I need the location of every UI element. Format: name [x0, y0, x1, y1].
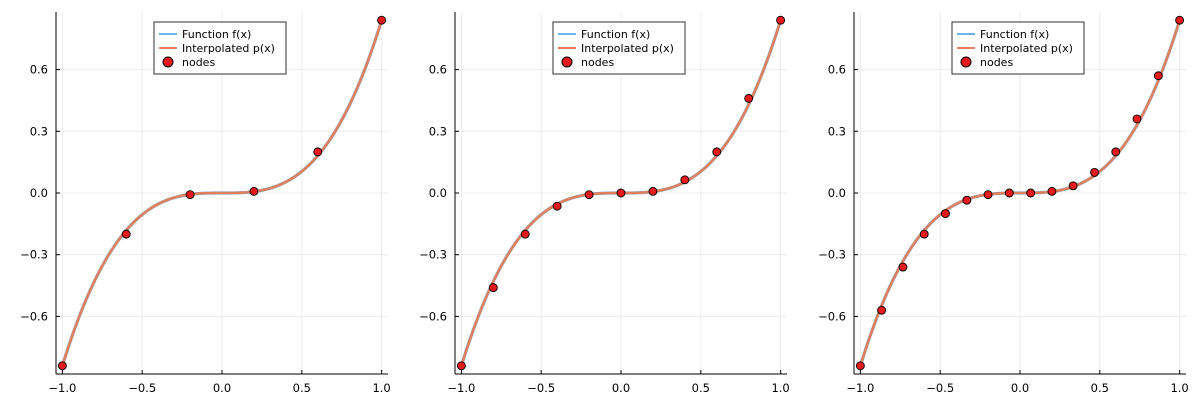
node-point	[877, 305, 887, 315]
node-point	[1132, 114, 1142, 124]
node-point	[552, 201, 562, 211]
node-point	[1153, 71, 1163, 81]
node-point	[1068, 181, 1078, 191]
y-tick-label: 0.6	[828, 63, 846, 77]
legend: Function f(x)Interpolated p(x)nodes	[153, 21, 287, 75]
node-point	[584, 190, 594, 200]
x-tick-label: 0.0	[213, 381, 231, 395]
legend-label: Function f(x)	[980, 28, 1049, 41]
x-tick-label: −0.5	[527, 381, 555, 395]
y-tick-label: −0.3	[818, 248, 846, 262]
legend: Function f(x)Interpolated p(x)nodes	[552, 21, 686, 75]
node-point	[520, 229, 530, 239]
legend-nodes-swatch	[162, 56, 174, 68]
node-point	[941, 209, 950, 219]
x-tick-label: −1.0	[48, 381, 76, 395]
y-tick-label: 0.0	[429, 186, 447, 200]
node-point	[855, 361, 865, 371]
legend-label: Function f(x)	[581, 28, 650, 41]
x-tick-label: 0.0	[612, 381, 630, 395]
x-tick-label: 1.0	[771, 381, 789, 395]
node-point	[249, 186, 259, 196]
chart-panel-2: −1.0 −0.5 0.0 0.5 1.0 −0.6 −0.3 0.0 0.3 0.6 Functi…	[419, 12, 790, 395]
node-point	[983, 190, 993, 200]
x-tick-label: −1.0	[846, 381, 874, 395]
x-tick-label: 1.0	[1170, 381, 1188, 395]
y-tick-label: 0.0	[30, 186, 48, 200]
legend-label: Function f(x)	[182, 28, 251, 41]
node-point	[1090, 167, 1099, 177]
y-tick-label: 0.6	[30, 63, 48, 77]
y-tick-label: −0.6	[419, 309, 447, 323]
x-tick-label: −1.0	[447, 381, 475, 395]
node-point	[648, 186, 658, 196]
interpolated-line	[859, 19, 1181, 367]
node-point	[616, 188, 626, 198]
node-point	[680, 175, 690, 185]
node-point	[185, 190, 195, 200]
legend-nodes-swatch	[960, 56, 972, 68]
node-point	[776, 15, 786, 25]
y-tick-label: 0.3	[828, 124, 846, 138]
legend-label: nodes	[581, 56, 614, 69]
node-point	[919, 229, 929, 239]
node-point	[712, 147, 722, 157]
legend-label: Interpolated p(x)	[182, 42, 275, 55]
legend-nodes-swatch	[561, 56, 573, 68]
y-tick-label: −0.3	[20, 248, 48, 262]
legend: Function f(x)Interpolated p(x)nodes	[951, 21, 1085, 75]
node-point	[1111, 147, 1121, 157]
y-tick-label: 0.6	[429, 63, 447, 77]
node-point	[744, 93, 754, 103]
x-tick-label: 0.5	[692, 381, 710, 395]
node-point	[121, 229, 131, 239]
node-point	[1026, 188, 1036, 198]
y-tick-label: 0.0	[828, 186, 846, 200]
legend-label: nodes	[980, 56, 1013, 69]
node-point	[456, 361, 466, 371]
node-point	[377, 15, 387, 25]
y-tick-label: −0.6	[818, 309, 846, 323]
y-tick-label: 0.3	[30, 124, 48, 138]
legend-label: Interpolated p(x)	[980, 42, 1073, 55]
node-point	[57, 361, 67, 371]
legend-label: Interpolated p(x)	[581, 42, 674, 55]
x-tick-label: 0.0	[1011, 381, 1029, 395]
y-tick-label: −0.3	[419, 248, 447, 262]
node-point	[1047, 186, 1057, 196]
x-tick-label: 1.0	[372, 381, 390, 395]
chart-panel-1: −1.0 −0.5 0.0 0.5 1.0 −0.6 −0.3 0.0 0.3 0.6 Functi…	[20, 12, 391, 395]
legend-label: nodes	[182, 56, 215, 69]
x-tick-label: −0.5	[926, 381, 954, 395]
node-point	[962, 195, 972, 205]
node-point	[488, 283, 498, 293]
node-point	[1004, 188, 1014, 198]
y-tick-label: −0.6	[20, 309, 48, 323]
y-tick-label: 0.3	[429, 124, 447, 138]
x-tick-label: −0.5	[128, 381, 156, 395]
node-point	[313, 147, 323, 157]
node-point	[898, 262, 908, 272]
x-tick-label: 0.5	[293, 381, 311, 395]
interpolated-line	[61, 19, 383, 367]
chart-panel-3: −1.0 −0.5 0.0 0.5 1.0 −0.6 −0.3 0.0 0.3 0.6 Functi…	[818, 12, 1189, 395]
x-tick-label: 0.5	[1091, 381, 1109, 395]
node-point	[1175, 15, 1185, 25]
